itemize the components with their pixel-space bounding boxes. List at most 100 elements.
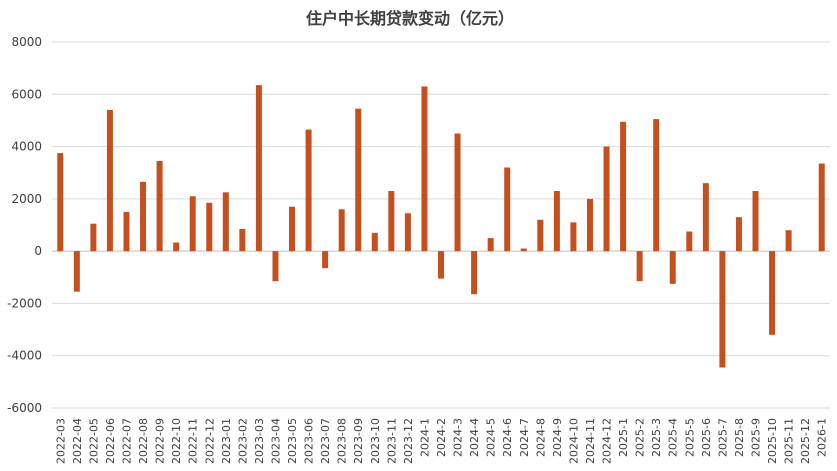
bar [388,191,395,252]
bar [487,238,494,252]
x-tick-label: 2024-11 [584,418,597,464]
x-tick-label: 2025-12 [799,418,812,464]
y-axis-ticks: 8000 6000 4000 2000 0 -2000 -4000 -6000 [7,35,42,415]
bar [371,232,378,252]
x-axis-ticks: 2022-03 2022-04 2022-05 2022-06 2022-07 2022-… [54,418,828,464]
x-tick-label: 2025-11 [783,418,796,464]
bar [504,167,511,252]
bar [322,251,329,269]
bar [438,251,444,279]
x-tick-label: 2022-04 [71,418,84,464]
bar [305,129,312,252]
x-tick-label: 2024-7 [518,418,531,457]
x-tick-label: 2025-8 [733,418,746,457]
bar [653,119,660,252]
bar [140,181,147,252]
x-tick-label: 2024-9 [551,418,564,457]
x-tick-label: 2024-12 [601,418,614,464]
bar [106,109,113,252]
x-tick-label: 2025-4 [667,418,680,457]
bar [289,206,296,252]
x-tick-label: 2022-11 [187,418,200,464]
x-tick-label: 2026-1 [816,418,829,457]
x-tick-label: 2022-07 [120,418,133,464]
bar [818,163,825,252]
bar [189,196,196,252]
bar [636,251,643,282]
x-tick-label: 2025-1 [617,418,630,457]
bar [123,211,130,252]
bar [752,191,759,252]
x-tick-label: 2024-10 [567,418,580,464]
x-tick-label: 2025-10 [766,418,779,464]
bar [570,222,577,252]
x-tick-label: 2022-06 [104,418,117,464]
bar [156,160,163,252]
bar [421,86,428,252]
bars [57,85,825,368]
x-tick-label: 2023-05 [286,418,299,464]
x-tick-label: 2024-3 [452,418,465,457]
x-tick-label: 2025-5 [683,418,696,457]
bar [454,133,461,252]
x-tick-label: 2024-5 [485,418,498,457]
x-tick-label: 2023-12 [402,418,415,464]
y-tick-label: -2000 [7,296,42,310]
bar [537,219,544,252]
x-tick-label: 2023-11 [385,418,398,464]
bar [222,192,229,252]
x-tick-label: 2024-8 [534,418,547,457]
bar [586,198,593,252]
x-tick-label: 2022-03 [54,418,67,464]
x-tick-label: 2023-09 [352,418,365,464]
bar [553,191,560,252]
y-tick-label: -4000 [7,349,42,363]
x-tick-label: 2022-08 [137,418,150,464]
x-tick-label: 2023-08 [336,418,349,464]
y-tick-label: 8000 [11,35,42,49]
chart-title: 住户中长期贷款变动（亿元） [306,9,514,28]
x-tick-label: 2024-2 [435,418,448,457]
bar [206,202,213,252]
x-tick-label: 2025-6 [700,418,713,457]
grid-layer [52,41,830,409]
x-tick-label: 2023-02 [236,418,249,464]
x-tick-label: 2022-12 [203,418,216,464]
bar [404,213,411,252]
bar [769,251,776,335]
x-tick-label: 2024-1 [418,418,431,457]
x-tick-label: 2024-4 [468,418,481,457]
x-tick-label: 2023-03 [253,418,266,464]
bar [620,121,627,252]
y-tick-label: 0 [34,244,42,258]
x-tick-label: 2023-01 [220,418,233,464]
y-tick-label: -6000 [7,401,42,415]
x-tick-label: 2023-04 [269,418,282,464]
x-tick-label: 2022-09 [154,418,167,464]
bar [239,228,246,252]
y-tick-label: 4000 [11,140,42,154]
bar [669,251,676,284]
x-tick-label: 2022-05 [87,418,100,464]
x-tick-label: 2025-2 [634,418,647,457]
bar [735,217,742,252]
x-tick-label: 2024-6 [501,418,514,457]
y-tick-label: 2000 [11,192,42,206]
bar [57,153,64,252]
x-tick-label: 2025-7 [716,418,729,457]
bar [471,251,478,295]
bar [338,209,345,252]
bar [255,85,262,252]
x-tick-label: 2023-06 [303,418,316,464]
bar [173,242,180,252]
bar [73,251,80,292]
x-tick-label: 2025-3 [650,418,663,457]
bar [355,108,362,252]
y-tick-label: 6000 [11,87,42,101]
bar [520,248,527,252]
bar [272,251,279,282]
x-tick-label: 2023-07 [319,418,332,464]
x-tick-label: 2025-9 [750,418,763,457]
